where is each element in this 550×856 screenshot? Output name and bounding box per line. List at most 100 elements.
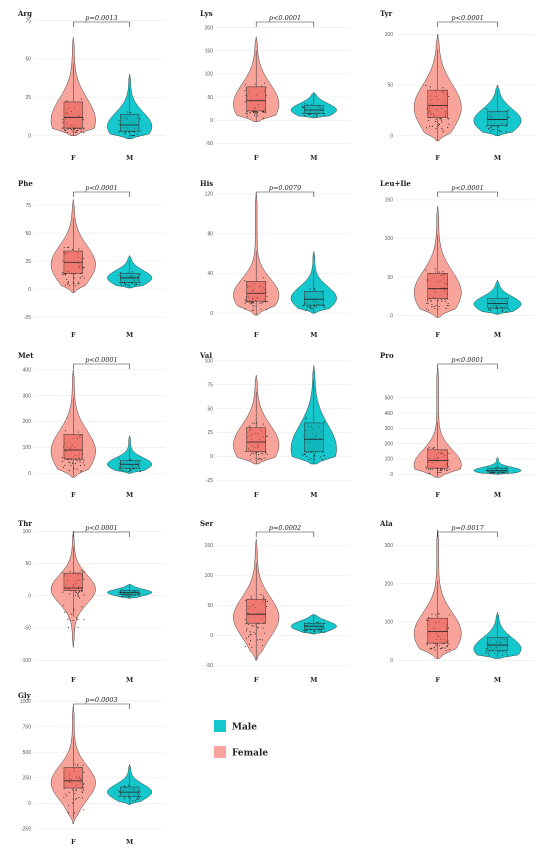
data-point	[438, 305, 440, 308]
data-point	[78, 592, 80, 594]
data-point	[306, 630, 308, 632]
data-point	[439, 118, 441, 120]
data-point	[120, 468, 122, 470]
data-point	[321, 630, 323, 632]
x-tick-label: F	[71, 491, 76, 499]
data-point	[494, 652, 496, 655]
data-point	[118, 593, 120, 595]
data-point	[254, 83, 256, 85]
data-point	[118, 458, 120, 460]
data-point	[62, 272, 64, 274]
data-point	[249, 631, 251, 633]
data-point	[266, 309, 268, 311]
y-tick-label: 50	[207, 95, 213, 101]
y-tick-label: 500	[23, 750, 32, 756]
data-point	[67, 246, 69, 248]
data-point	[260, 308, 262, 310]
data-point	[61, 127, 63, 129]
data-point	[245, 94, 247, 96]
data-point	[249, 459, 251, 461]
box-F	[63, 101, 83, 129]
significance-bracket	[437, 191, 498, 197]
data-point	[81, 792, 84, 794]
data-point	[447, 627, 450, 629]
data-point	[254, 115, 256, 117]
data-point	[426, 302, 428, 305]
data-point	[440, 298, 442, 301]
data-point	[255, 633, 257, 635]
data-point	[508, 635, 510, 637]
data-point	[261, 639, 264, 641]
data-point	[490, 127, 492, 129]
data-point	[67, 459, 69, 461]
data-point	[80, 98, 82, 100]
significance-bracket	[255, 531, 315, 537]
data-point	[447, 465, 449, 468]
data-point	[428, 119, 430, 121]
data-point	[73, 609, 75, 611]
y-tick-label: 300	[23, 393, 32, 399]
data-point	[323, 304, 325, 306]
x-tick-label: F	[435, 676, 440, 684]
data-point	[246, 115, 248, 118]
data-point	[432, 447, 434, 449]
data-point	[244, 646, 246, 648]
data-point	[66, 278, 68, 280]
data-point	[306, 451, 308, 453]
panel-his: His 0 40 80 120 F Mp=0.0079	[200, 179, 350, 339]
data-point	[254, 113, 256, 115]
data-point	[261, 458, 263, 461]
box-F	[246, 598, 267, 624]
data-point	[125, 470, 127, 472]
y-tick-label: 100	[385, 32, 394, 38]
data-point	[313, 454, 315, 456]
data-point	[130, 112, 132, 114]
data-point	[74, 812, 76, 814]
data-point	[435, 120, 437, 122]
box-F	[427, 89, 448, 118]
data-point	[118, 124, 120, 126]
data-point	[265, 111, 267, 113]
data-point	[256, 422, 258, 424]
x-tick-label: F	[71, 838, 76, 846]
data-point	[73, 277, 75, 279]
data-point	[64, 129, 66, 131]
data-point	[319, 456, 321, 458]
y-tick-label: 100	[385, 457, 394, 463]
data-point	[485, 648, 487, 650]
data-point	[80, 470, 82, 472]
data-point	[67, 619, 69, 621]
data-point	[501, 310, 503, 312]
legend-label-male: Male	[232, 723, 257, 733]
data-point	[426, 644, 428, 646]
data-point	[265, 605, 267, 608]
data-point	[246, 111, 248, 113]
data-point	[448, 643, 450, 645]
y-tick-label: 80	[207, 231, 213, 237]
data-point	[79, 461, 81, 463]
data-point	[266, 300, 268, 302]
legend-label-female: Female	[232, 749, 268, 759]
data-point	[65, 611, 67, 613]
data-point	[262, 117, 264, 119]
data-point	[433, 647, 435, 649]
y-tick-label: 200	[385, 441, 394, 447]
data-point	[120, 284, 122, 286]
data-point	[427, 302, 429, 304]
data-point	[323, 454, 325, 456]
data-point	[118, 120, 120, 122]
panel-title: Val	[199, 351, 212, 360]
data-point	[435, 271, 437, 273]
y-tick-label: -100	[21, 658, 31, 664]
data-point	[262, 595, 264, 597]
y-tick-label: 300	[385, 543, 394, 549]
y-tick-label: 750	[23, 724, 32, 730]
data-point	[121, 596, 123, 598]
data-point	[81, 790, 83, 792]
data-point	[262, 453, 264, 455]
data-point	[118, 131, 120, 133]
y-tick-label: 400	[23, 367, 32, 373]
data-point	[139, 592, 141, 594]
data-point	[309, 306, 311, 309]
